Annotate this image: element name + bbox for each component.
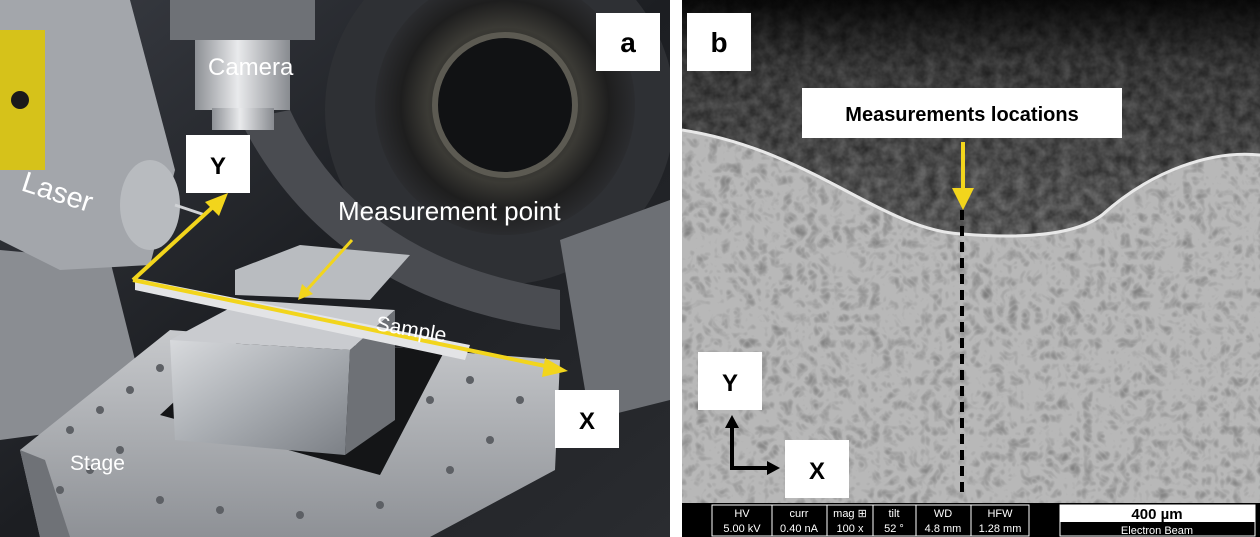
sem-micrograph: Measurements locations b Y X HV curr	[682, 0, 1260, 537]
scale-bar-label: 400 µm	[1131, 506, 1182, 523]
databar-value-mag: 100 x	[837, 523, 864, 535]
databar-header-wd: WD	[934, 508, 952, 520]
photo-panel-a: Camera Laser Measurement point Sample St…	[0, 0, 670, 537]
databar-value-hv: 5.00 kV	[723, 523, 761, 535]
goniometer-center	[432, 32, 578, 178]
measurement-point-label: Measurement point	[338, 196, 561, 226]
y-axis-label-box-b	[698, 352, 762, 410]
camera-body	[195, 40, 290, 110]
databar-header-mag: mag ⊞	[833, 508, 867, 520]
y-arrow-head	[205, 193, 228, 216]
y-axis-label: Y	[210, 153, 226, 180]
measurement-arrow-line	[303, 238, 354, 294]
scale-bar	[1060, 505, 1255, 522]
laser-warning-icon	[11, 91, 29, 109]
databar-value-tilt: 52 °	[884, 523, 904, 535]
axis-arrows	[131, 193, 568, 377]
x-axis-label-b: X	[809, 458, 825, 485]
goniometer-arc	[240, 110, 560, 330]
holder-top	[170, 300, 395, 350]
measurements-locations-label: Measurements locations	[845, 104, 1078, 126]
databar-headers: HV curr mag ⊞ tilt WD HFW	[734, 508, 1013, 520]
stage-holes	[56, 364, 524, 519]
axis-triad-icon	[725, 415, 780, 475]
sem-panel-b: Measurements locations b Y X HV curr	[682, 0, 1260, 537]
camera-label: Camera	[208, 54, 294, 81]
beam-label: Electron Beam	[1121, 525, 1193, 537]
profile-edge	[682, 128, 1260, 238]
databar-value-curr: 0.40 nA	[780, 523, 819, 535]
laser-nozzle	[120, 160, 180, 250]
y-axis-label-box	[186, 135, 250, 193]
panel-a-letter-box	[596, 13, 660, 71]
measurements-locations-box	[802, 88, 1122, 138]
laser-tip	[174, 203, 206, 217]
x-axis-label-box-b	[785, 440, 849, 498]
databar-header-curr: curr	[790, 508, 809, 520]
databar-values: 5.00 kV 0.40 nA 100 x 52 ° 4.8 mm 1.28 m…	[723, 523, 1021, 535]
camera-mount	[170, 0, 315, 40]
locations-arrow-head	[952, 188, 974, 210]
instrument-photo: Camera Laser Measurement point Sample St…	[0, 0, 670, 537]
stage-label: Stage	[70, 452, 125, 475]
y-axis-label-b: Y	[722, 370, 738, 397]
databar-header-hv: HV	[734, 508, 750, 520]
databar-header-tilt: tilt	[889, 508, 900, 520]
databar-value-wd: 4.8 mm	[925, 523, 962, 535]
x-axis-label: X	[579, 408, 595, 435]
x-axis-label-box	[555, 390, 619, 448]
databar-header-hfw: HFW	[987, 508, 1013, 520]
holder-side	[345, 310, 395, 455]
databar-value-hfw: 1.28 mm	[979, 523, 1022, 535]
right-housing	[560, 200, 670, 420]
panel-a-letter: a	[620, 27, 636, 58]
stage-edge	[20, 450, 70, 537]
x-arrow-head	[542, 358, 568, 377]
panel-b-letter-box	[687, 13, 751, 71]
panel-b-letter: b	[710, 27, 727, 58]
y-arrow-line	[131, 203, 217, 282]
x-arrow-line	[132, 278, 551, 369]
holder-front	[170, 340, 350, 455]
camera-lens	[212, 108, 274, 130]
measurement-arrow-head	[298, 284, 313, 300]
